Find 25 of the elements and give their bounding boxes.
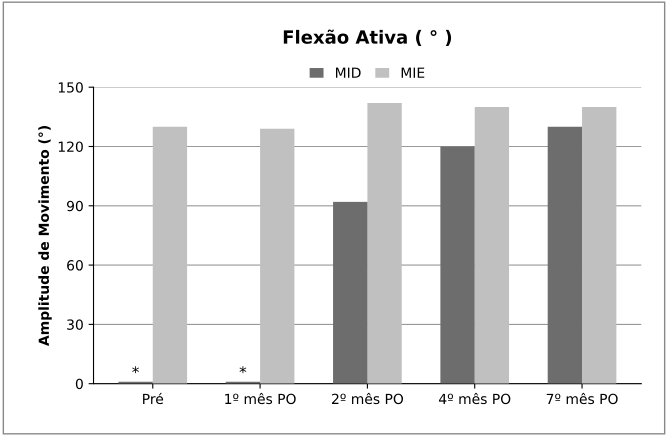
y-tick-label: 60 — [67, 260, 83, 271]
annotation: * — [132, 366, 139, 374]
bar — [582, 106, 616, 384]
chart-title: Flexão Ativa ( ° ) — [284, 30, 452, 46]
y-tick-label: 150 — [58, 82, 83, 93]
bar — [260, 128, 294, 384]
bar — [367, 103, 402, 384]
y-tick-label: 90 — [67, 200, 83, 212]
x-tick-label: 2º mês PO — [332, 392, 404, 404]
x-tick-label: Pré — [143, 392, 164, 404]
legend-label: MID — [336, 68, 361, 78]
annotation: * — [240, 366, 246, 374]
y-axis-title: Amplitude de Movimento (°) — [38, 126, 52, 346]
x-tick-label: 1º mês PO — [225, 392, 296, 404]
x-tick-label: 7º mês PO — [546, 392, 618, 404]
bar — [440, 146, 475, 384]
bar — [474, 106, 510, 384]
y-tick-label: 30 — [67, 319, 83, 330]
y-tick-label: 0 — [76, 378, 83, 390]
bar — [548, 126, 582, 384]
bar — [333, 202, 368, 384]
y-tick-label: 120 — [58, 141, 83, 152]
bar — [152, 126, 188, 384]
legend-label: MIE — [402, 68, 424, 78]
x-tick-label: 4º mês PO — [438, 392, 510, 404]
